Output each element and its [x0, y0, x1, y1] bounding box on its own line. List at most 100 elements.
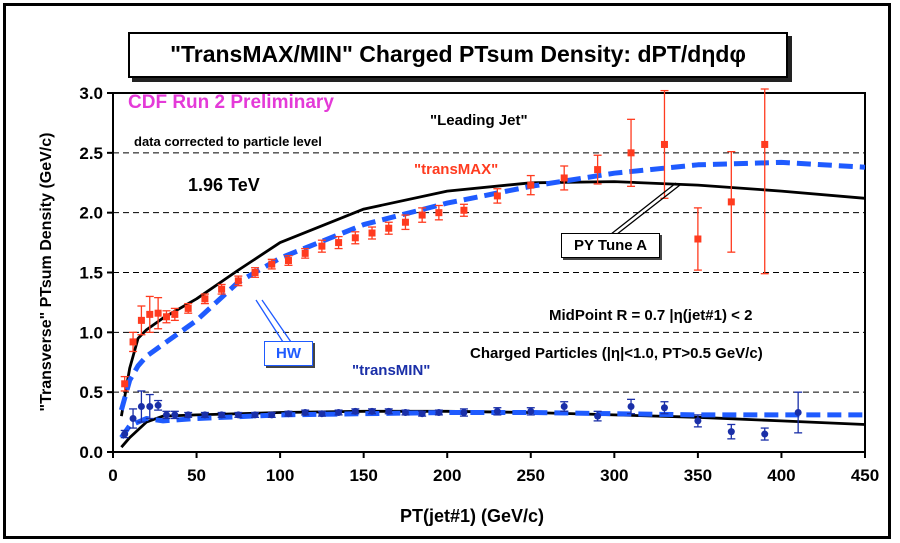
- data-point-1-7: [184, 411, 192, 419]
- data-point-1-1: [129, 414, 137, 422]
- data-point-1-4: [154, 401, 162, 409]
- data-point-0-32: [761, 140, 769, 148]
- axes: 0.0 0.5 1.0 1.5 2.0 2.5 3.0 0 50 100 150 200 250 300 3…: [79, 84, 879, 485]
- data-point-1-31: [727, 428, 735, 436]
- y-tick-label-3: 1.5: [79, 264, 103, 283]
- data-point-0-29: [660, 140, 668, 148]
- x-tick-label-9: 450: [851, 466, 879, 485]
- chart-title-box: "TransMAX/MIN" Charged PTsum Density: dP…: [128, 32, 788, 78]
- data-point-1-10: [234, 411, 242, 419]
- x-tick-label-2: 100: [266, 466, 294, 485]
- y-tick-label-2: 1.0: [79, 323, 103, 342]
- pythia-label: PY Tune A: [574, 237, 648, 254]
- herwig-label: HW: [276, 345, 301, 362]
- jet-type-label: "Leading Jet": [430, 112, 528, 129]
- data-point-0-23: [460, 206, 468, 214]
- data-point-1-12: [268, 411, 276, 419]
- data-point-0-10: [234, 277, 242, 285]
- data-point-0-31: [727, 198, 735, 206]
- data-point-1-21: [418, 410, 426, 418]
- data-point-0-3: [146, 310, 154, 318]
- data-point-0-20: [401, 218, 409, 226]
- data-point-0-24: [493, 192, 501, 200]
- data-point-0-11: [251, 269, 259, 276]
- correction-label: data corrected to particle level: [134, 134, 322, 149]
- x-tick-label-0: 0: [108, 466, 117, 485]
- x-axis-label-wrap: PT(jet#1) (GeV/c): [0, 506, 900, 527]
- y-tick-label-1: 0.5: [79, 383, 103, 402]
- data-point-1-29: [660, 404, 668, 412]
- data-point-0-2: [137, 316, 145, 324]
- data-point-1-26: [560, 403, 568, 411]
- midpoint-label: MidPoint R = 0.7 |η(jet#1) < 2: [549, 307, 753, 324]
- data-point-0-28: [627, 149, 635, 157]
- transmin-label: "transMIN": [352, 362, 431, 379]
- data-point-0-7: [184, 304, 192, 312]
- data-point-0-15: [318, 242, 326, 250]
- data-points-layer: [120, 88, 803, 441]
- data-point-1-8: [201, 411, 209, 419]
- data-point-1-20: [401, 409, 409, 417]
- x-tick-label-6: 300: [600, 466, 628, 485]
- data-point-1-19: [385, 407, 393, 415]
- x-tick-label-4: 200: [433, 466, 461, 485]
- x-tick-label-5: 250: [517, 466, 545, 485]
- data-point-0-9: [218, 285, 226, 293]
- data-point-1-0: [121, 430, 129, 438]
- data-point-1-33: [794, 409, 802, 417]
- data-point-1-5: [162, 411, 170, 419]
- data-point-1-3: [146, 403, 154, 411]
- data-point-0-14: [301, 249, 309, 257]
- data-point-0-21: [418, 211, 426, 219]
- curve-5: [119, 410, 865, 440]
- data-point-1-27: [594, 412, 602, 420]
- data-point-1-11: [251, 411, 259, 419]
- data-point-0-16: [335, 239, 343, 247]
- data-point-0-8: [201, 295, 209, 303]
- chart-frame: [3, 3, 891, 539]
- data-point-1-6: [171, 411, 179, 419]
- data-point-0-22: [435, 209, 443, 217]
- data-point-1-23: [460, 409, 468, 417]
- y-tick-label-6: 3.0: [79, 84, 103, 103]
- transmax-label: "transMAX": [414, 161, 499, 178]
- data-point-0-0: [121, 380, 129, 388]
- data-point-0-12: [268, 260, 276, 268]
- grid-lines: [113, 152, 865, 393]
- data-point-0-25: [527, 181, 535, 189]
- pythia-label-box: PY Tune A: [561, 233, 661, 258]
- data-point-1-2: [137, 403, 145, 411]
- data-point-1-17: [351, 407, 359, 415]
- data-point-1-22: [435, 409, 443, 417]
- pythia-pointer: [605, 182, 681, 239]
- data-point-0-19: [385, 224, 393, 232]
- energy-label: 1.96 TeV: [188, 175, 260, 195]
- x-tick-label-8: 400: [767, 466, 795, 485]
- data-point-0-26: [560, 174, 568, 182]
- experiment-label: CDF Run 2 Preliminary: [128, 92, 334, 113]
- label-pointers: [255, 182, 681, 343]
- x-tick-label-3: 150: [349, 466, 377, 485]
- data-point-1-18: [368, 407, 376, 415]
- data-point-0-18: [368, 229, 376, 237]
- data-point-0-13: [284, 257, 292, 265]
- data-point-1-13: [284, 410, 292, 418]
- data-point-1-24: [493, 407, 501, 415]
- data-point-1-32: [761, 430, 769, 438]
- herwig-label-box: HW: [264, 341, 313, 366]
- data-point-0-4: [154, 309, 162, 317]
- data-point-0-27: [594, 166, 602, 174]
- plot-border: [112, 92, 866, 453]
- charged-particles-label: Charged Particles (|η|<1.0, PT>0.5 GeV/c…: [470, 345, 763, 362]
- data-point-1-28: [627, 403, 635, 411]
- data-point-1-9: [218, 411, 226, 419]
- curve-4: [118, 159, 866, 411]
- herwig-pointer: [255, 299, 292, 343]
- data-point-1-14: [301, 409, 309, 417]
- x-tick-label-1: 50: [187, 466, 206, 485]
- data-point-0-17: [351, 234, 359, 242]
- data-point-1-25: [527, 407, 535, 415]
- data-point-1-16: [335, 409, 343, 417]
- y-tick-label-5: 2.5: [79, 144, 103, 163]
